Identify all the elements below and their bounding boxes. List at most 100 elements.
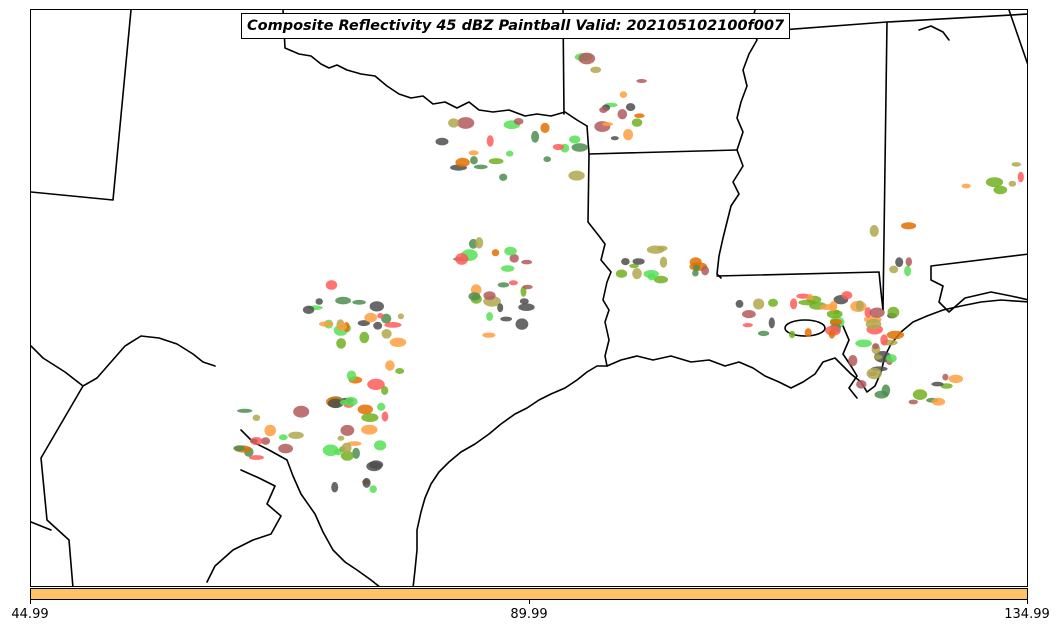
reflectivity-blob bbox=[457, 117, 475, 129]
reflectivity-blob bbox=[625, 103, 636, 112]
reflectivity-blob bbox=[632, 258, 645, 265]
reflectivity-blob bbox=[856, 380, 867, 389]
reflectivity-blob bbox=[1017, 171, 1024, 183]
reflectivity-blob bbox=[753, 298, 765, 310]
mexico-state-line-2 bbox=[31, 521, 52, 531]
reflectivity-blob bbox=[543, 156, 551, 163]
colorbar bbox=[30, 588, 1028, 600]
reflectivity-blob bbox=[531, 130, 540, 143]
reflectivity-blob bbox=[829, 318, 843, 326]
reflectivity-blob bbox=[634, 113, 645, 118]
reflectivity-blob bbox=[506, 150, 514, 157]
state-border-ar-la bbox=[588, 149, 738, 155]
reflectivity-blob bbox=[518, 303, 535, 312]
reflectivity-blob bbox=[735, 299, 744, 308]
reflectivity-blob bbox=[985, 177, 1004, 188]
reflectivity-blob bbox=[571, 143, 588, 152]
reflectivity-blob bbox=[869, 225, 879, 237]
reflectivity-blob bbox=[352, 299, 366, 305]
reflectivity-blob bbox=[357, 404, 373, 415]
reflectivity-blob bbox=[373, 321, 383, 330]
mexico-state-line-3 bbox=[206, 469, 282, 583]
reflectivity-blob bbox=[364, 312, 378, 323]
reflectivity-blob bbox=[874, 390, 889, 399]
reflectivity-blob bbox=[617, 109, 628, 120]
state-border-al-fl bbox=[930, 253, 1027, 313]
reflectivity-blob bbox=[796, 293, 810, 299]
reflectivity-blob bbox=[887, 306, 900, 318]
state-border-ms-al bbox=[882, 21, 888, 311]
lake-pontchartrain bbox=[784, 319, 826, 337]
reflectivity-blob bbox=[515, 318, 529, 330]
reflectivity-blob bbox=[250, 438, 258, 444]
reflectivity-blob bbox=[901, 222, 917, 230]
reflectivity-blob bbox=[473, 164, 488, 170]
reflectivity-blob bbox=[488, 158, 504, 165]
reflectivity-blob bbox=[475, 237, 484, 249]
reflectivity-blob bbox=[521, 259, 533, 265]
reflectivity-blob bbox=[325, 280, 338, 290]
reflectivity-blob bbox=[504, 246, 517, 256]
reflectivity-blob bbox=[653, 275, 669, 284]
reflectivity-blob bbox=[578, 52, 596, 65]
reflectivity-blob bbox=[864, 307, 872, 318]
reflectivity-blob bbox=[869, 307, 885, 318]
reflectivity-blob bbox=[855, 339, 872, 348]
reflectivity-blob bbox=[940, 383, 953, 389]
reflectivity-blob bbox=[873, 354, 883, 360]
reflectivity-blob bbox=[829, 301, 838, 312]
reflectivity-blob bbox=[340, 424, 355, 436]
reflectivity-blob bbox=[757, 330, 770, 337]
reflectivity-blob bbox=[768, 298, 778, 307]
coastline-louisiana bbox=[606, 299, 1027, 393]
reflectivity-blob bbox=[435, 137, 449, 146]
reflectivity-blob bbox=[1008, 180, 1017, 187]
rio-grande-border bbox=[31, 335, 216, 387]
reflectivity-blob bbox=[804, 328, 812, 338]
reflectivity-blob bbox=[264, 424, 276, 437]
reflectivity-blob bbox=[855, 300, 864, 312]
reflectivity-blob bbox=[448, 118, 460, 128]
state-border-red-river bbox=[282, 10, 588, 127]
reflectivity-blob bbox=[344, 396, 358, 407]
reflectivity-blob bbox=[631, 118, 643, 127]
reflectivity-blob bbox=[374, 440, 387, 451]
reflectivity-blob bbox=[252, 414, 261, 421]
reflectivity-blob bbox=[293, 405, 310, 418]
reflectivity-blob bbox=[701, 266, 709, 276]
reflectivity-blob bbox=[931, 397, 946, 406]
reflectivity-blob bbox=[508, 280, 518, 286]
reflectivity-blob bbox=[233, 445, 246, 452]
colorbar-tick-min bbox=[30, 600, 31, 604]
reflectivity-blob bbox=[470, 156, 478, 165]
reflectivity-blob bbox=[961, 183, 971, 189]
reflectivity-blob bbox=[602, 122, 613, 127]
reflectivity-blob bbox=[568, 170, 585, 181]
reflectivity-blob bbox=[798, 299, 816, 306]
reflectivity-blob bbox=[886, 330, 905, 340]
reflectivity-blob bbox=[362, 477, 371, 488]
reflectivity-blob bbox=[397, 313, 404, 320]
reflectivity-blob bbox=[615, 269, 628, 278]
map-title: Composite Reflectivity 45 dBZ Paintball … bbox=[241, 13, 791, 39]
reflectivity-blob bbox=[455, 157, 470, 167]
reflectivity-blob bbox=[742, 323, 753, 328]
reflectivity-blob bbox=[742, 310, 756, 319]
reflectivity-blob bbox=[327, 398, 344, 409]
reflectivity-blob bbox=[288, 431, 304, 439]
reflectivity-blob bbox=[366, 461, 382, 472]
reflectivity-blob bbox=[491, 249, 500, 257]
reflectivity-blob bbox=[790, 298, 798, 310]
reflectivity-blob bbox=[908, 399, 918, 405]
reflectivity-blob bbox=[377, 313, 384, 319]
reflectivity-blob bbox=[632, 268, 642, 280]
reflectivity-blob bbox=[865, 318, 882, 330]
reflectivity-blob bbox=[610, 136, 619, 141]
colorbar-tick-mid bbox=[529, 600, 530, 604]
reflectivity-blob bbox=[826, 309, 843, 319]
reflectivity-blob bbox=[468, 292, 481, 301]
reflectivity-blob bbox=[278, 443, 293, 454]
reflectivity-blob bbox=[468, 150, 479, 156]
reflectivity-blob bbox=[322, 444, 339, 457]
reflectivity-blob bbox=[482, 332, 496, 338]
